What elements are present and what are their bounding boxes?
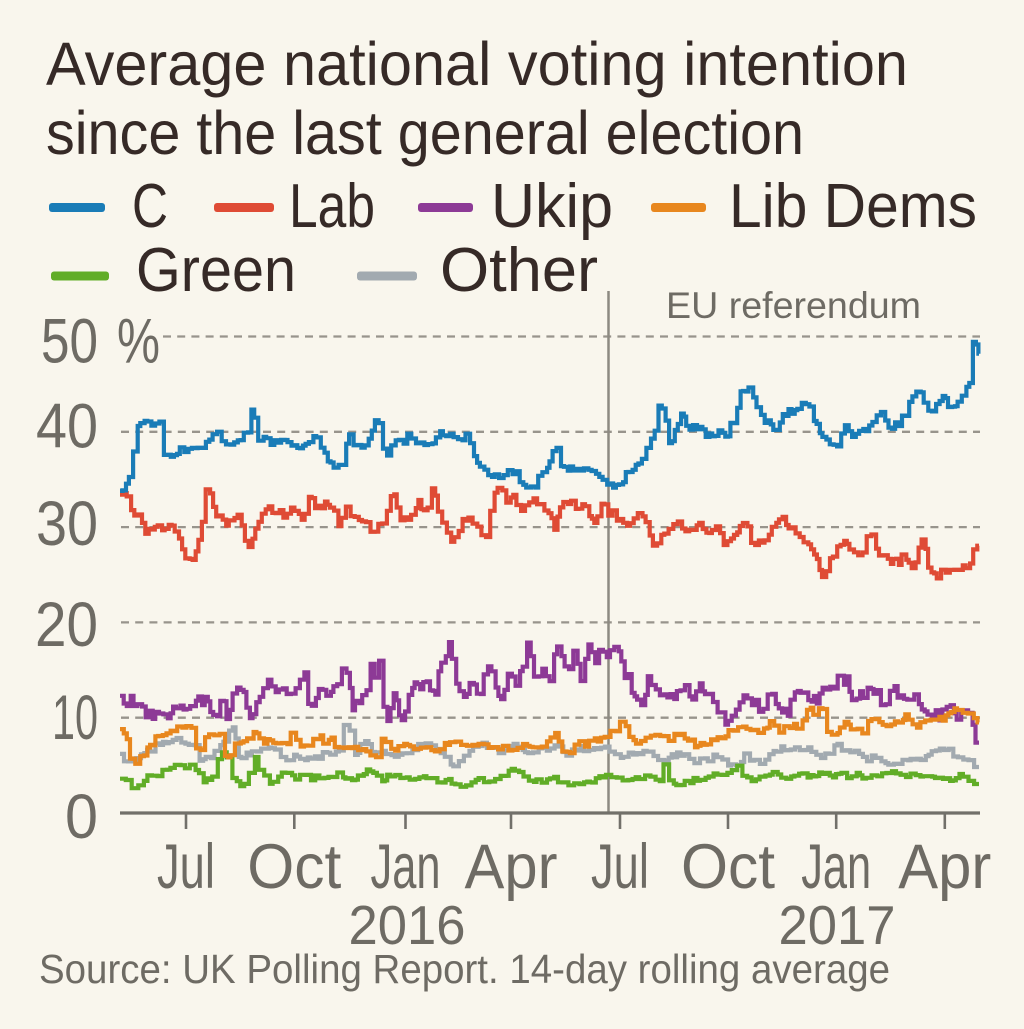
svg-text:2017: 2017 [779, 894, 896, 956]
svg-text:30: 30 [36, 489, 98, 559]
svg-text:0: 0 [65, 782, 98, 852]
svg-text:40: 40 [36, 392, 98, 462]
svg-text:Lib Dems: Lib Dems [729, 172, 977, 241]
svg-text:%: % [117, 307, 160, 377]
svg-text:Jan: Jan [371, 832, 441, 902]
svg-text:Oct: Oct [247, 832, 341, 902]
svg-text:10: 10 [52, 683, 98, 753]
svg-text:Lab: Lab [289, 172, 375, 241]
svg-text:Oct: Oct [681, 832, 775, 902]
svg-text:Jul: Jul [591, 832, 649, 902]
svg-text:Ukip: Ukip [491, 172, 613, 241]
svg-text:Apr: Apr [898, 832, 991, 902]
svg-text:2016: 2016 [349, 894, 466, 956]
svg-text:since the last general electio: since the last general election [46, 99, 804, 167]
svg-text:Green: Green [136, 236, 296, 305]
svg-text:EU referendum: EU referendum [666, 285, 921, 326]
svg-text:Average national voting intent: Average national voting intention [46, 30, 908, 98]
svg-text:Jul: Jul [157, 832, 215, 902]
svg-text:Apr: Apr [465, 832, 558, 902]
svg-text:Source: UK Polling Report. 14-: Source: UK Polling Report. 14-day rollin… [39, 946, 890, 992]
svg-text:50: 50 [41, 307, 98, 377]
svg-text:C: C [132, 172, 168, 241]
svg-text:20: 20 [35, 590, 98, 660]
svg-text:Jan: Jan [801, 832, 871, 902]
svg-text:Other: Other [440, 236, 598, 305]
